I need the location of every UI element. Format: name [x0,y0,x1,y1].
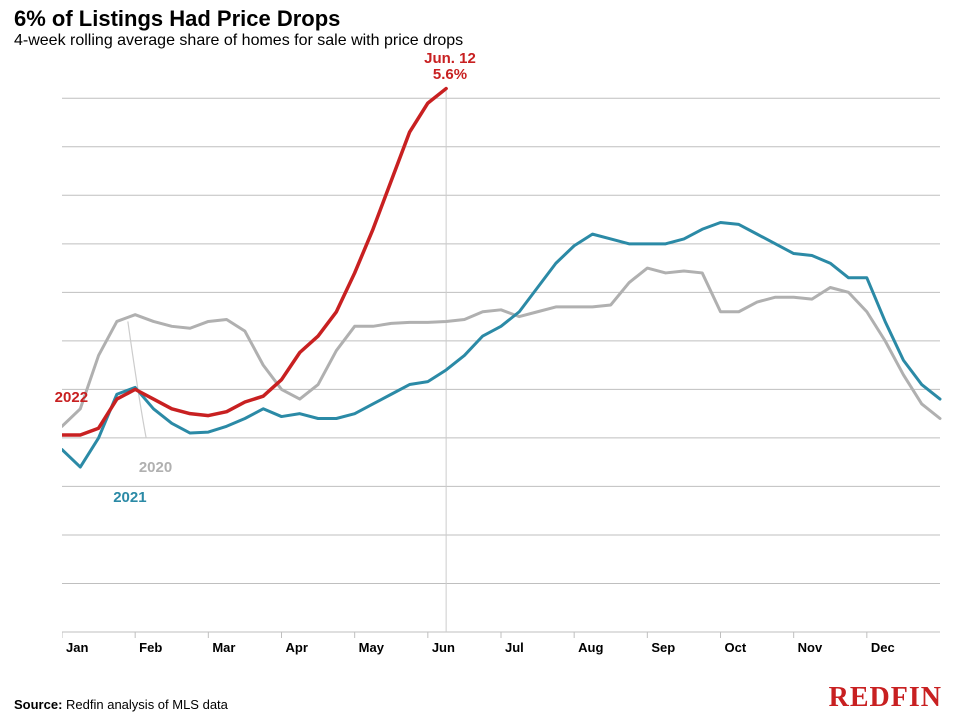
chart-title: 6% of Listings Had Price Drops [14,6,340,32]
svg-text:Jan: Jan [66,640,88,655]
series-2021 [62,222,940,467]
svg-text:Dec: Dec [871,640,895,655]
callout-label: Jun. 12 5.6% [424,51,476,84]
svg-text:Apr: Apr [286,640,308,655]
redfin-logo: REDFIN [829,682,942,714]
series-label-2020: 2020 [139,459,172,476]
svg-text:Sep: Sep [651,640,675,655]
svg-text:Oct: Oct [725,640,747,655]
source-row: Source: Redfin analysis of MLS data [14,697,228,712]
svg-text:Aug: Aug [578,640,603,655]
series-label-2022: 2022 [55,389,88,406]
svg-text:Jun: Jun [432,640,455,655]
series-2022 [62,89,446,435]
source-text: Redfin analysis of MLS data [66,697,228,712]
svg-text:Nov: Nov [798,640,823,655]
chart-container: 6% of Listings Had Price Drops 4-week ro… [0,0,960,720]
svg-text:May: May [359,640,385,655]
svg-text:Jul: Jul [505,640,524,655]
svg-text:Mar: Mar [212,640,235,655]
chart-subtitle: 4-week rolling average share of homes fo… [14,32,463,50]
svg-text:Feb: Feb [139,640,162,655]
source-label: Source: [14,697,62,712]
series-label-2021: 2021 [113,489,146,506]
series-2020 [62,268,940,426]
plot-area: 0.0%0.5%1.0%1.5%2.0%2.5%3.0%3.5%4.0%4.5%… [62,66,946,662]
